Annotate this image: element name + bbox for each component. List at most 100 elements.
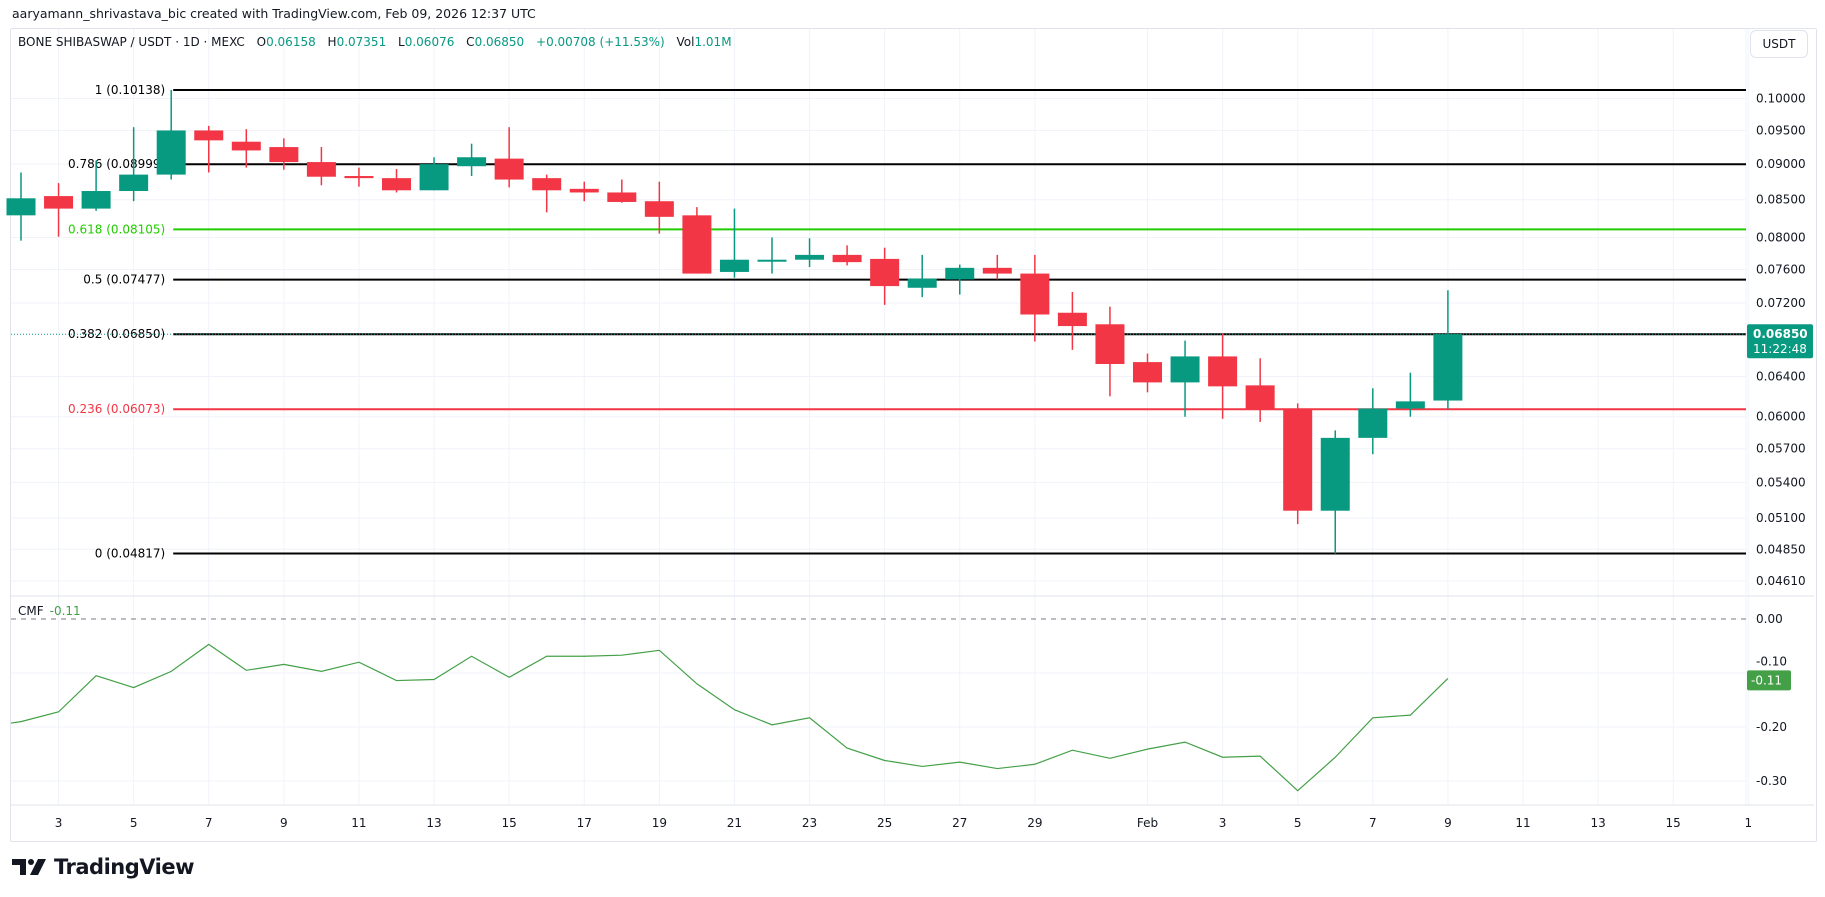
- x-tick-label: 11: [351, 816, 366, 830]
- candle-body: [344, 176, 374, 179]
- candle-body: [870, 258, 900, 287]
- candle-body: [81, 191, 111, 209]
- fib-level-label: 1 (0.10138): [95, 83, 165, 97]
- currency-button[interactable]: USDT: [1750, 30, 1808, 58]
- cmf-label[interactable]: CMF: [18, 604, 44, 618]
- countdown-label: 11:22:48: [1753, 342, 1807, 356]
- x-tick-label: 11: [1515, 816, 1530, 830]
- candle-body: [494, 158, 524, 180]
- candle-body: [1395, 401, 1425, 409]
- x-tick-label: 1: [1744, 816, 1752, 830]
- cmf-value-badge: [1747, 670, 1791, 691]
- cmf-tick-label: 0.00: [1756, 612, 1783, 626]
- x-tick-label: 9: [1444, 816, 1452, 830]
- candle-body: [1133, 362, 1162, 383]
- cmf-line: [10, 643, 1449, 792]
- candle-body: [457, 157, 487, 167]
- low-value: 0.06076: [404, 35, 455, 49]
- candle-body: [44, 196, 74, 209]
- candle-body: [795, 254, 825, 260]
- x-tick-label: 15: [502, 816, 517, 830]
- price-tick-label: 0.04850: [1756, 542, 1806, 556]
- candle-body: [1283, 408, 1313, 511]
- price-tick-label: 0.10000: [1756, 92, 1806, 106]
- candle-body: [156, 130, 186, 175]
- fib-level-label: 0.786 (0.08999): [68, 157, 165, 171]
- x-tick-label: 23: [802, 816, 817, 830]
- last-price-label: 0.06850: [1753, 327, 1808, 341]
- x-tick-label: 15: [1666, 816, 1681, 830]
- price-tick-label: 0.06400: [1756, 370, 1806, 384]
- x-tick-label: 3: [1219, 816, 1227, 830]
- x-tick-label: 17: [577, 816, 592, 830]
- low-label: L: [398, 35, 405, 49]
- candle-body: [832, 254, 862, 263]
- candle-body: [1433, 334, 1463, 401]
- price-tick-label: 0.09500: [1756, 123, 1806, 137]
- price-tick-label: 0.09000: [1756, 157, 1806, 171]
- fib-level-label: 0.236 (0.06073): [68, 402, 165, 416]
- x-tick-label: 3: [55, 816, 63, 830]
- cmf-legend: CMF -0.11: [18, 604, 81, 618]
- cmf-tick-label: -0.30: [1756, 774, 1787, 788]
- price-tick-label: 0.08500: [1756, 193, 1806, 207]
- candle-body: [306, 162, 336, 177]
- open-label: O: [256, 35, 267, 49]
- price-tick-label: 0.06000: [1756, 410, 1806, 424]
- change-value: +0.00708 (+11.53%): [536, 35, 665, 49]
- x-tick-label: 21: [727, 816, 742, 830]
- candle-body: [1208, 356, 1238, 387]
- x-tick-label: 5: [130, 816, 138, 830]
- fib-level-label: 0 (0.04817): [95, 547, 165, 561]
- chart-frame: [10, 28, 1817, 842]
- price-tick-label: 0.08000: [1756, 231, 1806, 245]
- volume-value: 1.01M: [694, 35, 732, 49]
- candle-body: [1245, 385, 1275, 410]
- candle-body: [1020, 273, 1050, 315]
- price-tick-label: 0.05700: [1756, 442, 1806, 456]
- candle-body: [569, 188, 599, 193]
- price-tick-label: 0.05100: [1756, 511, 1806, 525]
- x-tick-label: 9: [280, 816, 288, 830]
- price-tick-label: 0.04610: [1756, 574, 1806, 588]
- candle-body: [1358, 408, 1388, 438]
- candle-body: [757, 259, 787, 262]
- price-tick-label: 0.05400: [1756, 475, 1806, 489]
- candle-body: [945, 267, 975, 280]
- candle-body: [419, 164, 449, 191]
- fib-level-label: 0.5 (0.07477): [83, 273, 165, 287]
- tradingview-logo[interactable]: TradingView: [12, 855, 194, 879]
- x-tick-label: 27: [952, 816, 967, 830]
- candle-body: [907, 278, 937, 288]
- candle-body: [719, 259, 749, 272]
- candle-body: [269, 147, 299, 163]
- attribution-text: aaryamann_shrivastava_bic created with T…: [12, 6, 536, 21]
- candle-body: [382, 178, 411, 191]
- candle-body: [6, 198, 36, 216]
- candle-body: [1095, 324, 1125, 365]
- candle-body: [682, 215, 712, 274]
- candle-body: [982, 267, 1012, 274]
- high-label: H: [327, 35, 337, 49]
- candle-body: [1057, 312, 1087, 327]
- close-label: C: [466, 35, 475, 49]
- symbol-legend: BONE SHIBASWAP / USDT · 1D · MEXC O0.061…: [18, 35, 732, 49]
- x-tick-label: 5: [1294, 816, 1302, 830]
- fib-level-label: 0.618 (0.08105): [68, 222, 165, 236]
- cmf-value-label: -0.11: [1751, 673, 1782, 687]
- x-tick-label: 7: [1369, 816, 1377, 830]
- symbol-name[interactable]: BONE SHIBASWAP / USDT · 1D · MEXC: [18, 35, 245, 49]
- candle-body: [231, 141, 261, 151]
- candle-body: [1170, 356, 1200, 383]
- open-value: 0.06158: [266, 35, 316, 49]
- x-tick-label: 13: [1590, 816, 1605, 830]
- x-tick-label: 13: [426, 816, 441, 830]
- cmf-tick-label: -0.10: [1756, 654, 1787, 668]
- candle-body: [119, 174, 149, 192]
- candle-body: [607, 192, 637, 202]
- volume-label: Vol: [676, 35, 695, 49]
- close-value: 0.06850: [474, 35, 525, 49]
- candle-body: [532, 178, 562, 191]
- price-tick-label: 0.07600: [1756, 262, 1806, 276]
